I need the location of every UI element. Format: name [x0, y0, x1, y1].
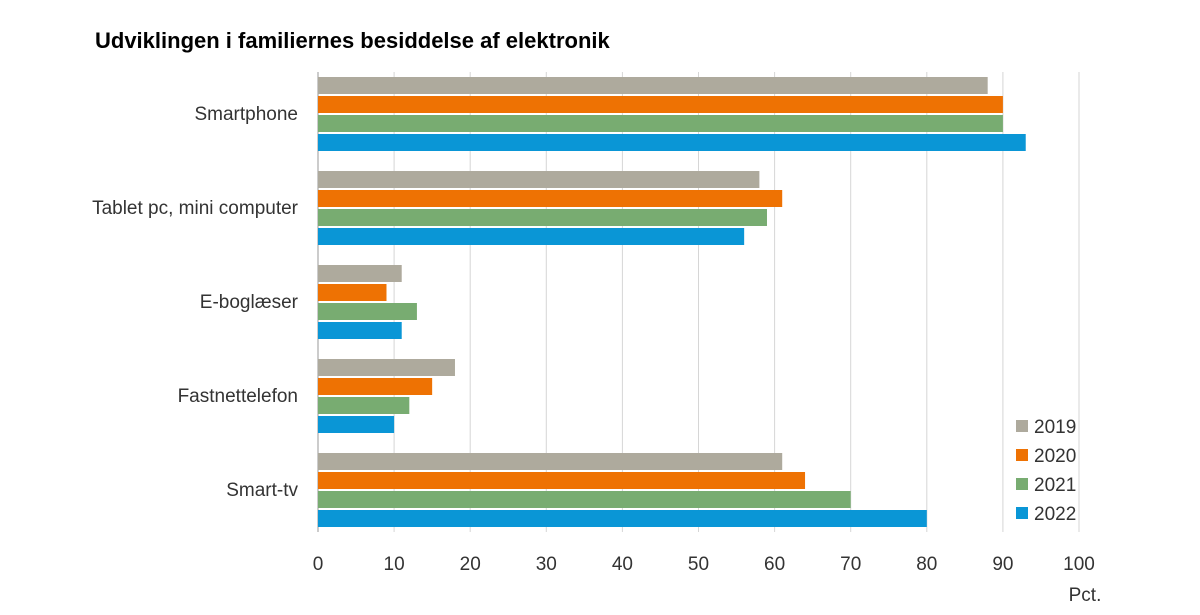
x-tick-labels: 0 10 20 30 40 50 60 70 80 90 100 [313, 554, 1095, 575]
x-tick-label: 100 [1063, 554, 1095, 575]
x-axis-unit-label: Pct. [1069, 585, 1102, 606]
category-label: Smart-tv [226, 480, 298, 501]
bar [318, 190, 783, 207]
bar [318, 322, 402, 339]
legend-label: 2021 [1034, 475, 1076, 496]
bar [318, 397, 410, 414]
bar [318, 510, 927, 527]
x-tick-label: 10 [384, 554, 405, 575]
bar [318, 378, 433, 395]
category-label: Fastnettelefon [178, 386, 298, 407]
x-tick-label: 60 [764, 554, 785, 575]
legend-swatch [1016, 478, 1028, 490]
bar [318, 265, 402, 282]
bar [318, 472, 806, 489]
bar [318, 134, 1026, 151]
legend-label: 2020 [1034, 446, 1076, 467]
x-tick-label: 90 [992, 554, 1013, 575]
x-tick-label: 30 [536, 554, 557, 575]
chart-title: Udviklingen i familiernes besiddelse af … [95, 28, 610, 53]
category-labels: Smartphone Tablet pc, mini computer E-bogl… [92, 104, 299, 501]
bar [318, 491, 851, 508]
legend: 2019 2020 2021 2022 [1016, 417, 1076, 525]
bar [318, 453, 783, 470]
bar [318, 77, 988, 94]
legend-swatch [1016, 449, 1028, 461]
legend-swatch [1016, 420, 1028, 432]
bar [318, 228, 745, 245]
bar [318, 96, 1003, 113]
x-tick-label: 50 [688, 554, 709, 575]
x-tick-label: 20 [460, 554, 481, 575]
bar [318, 284, 387, 301]
category-label: Tablet pc, mini computer [92, 198, 299, 219]
legend-label: 2019 [1034, 417, 1076, 438]
bar [318, 359, 455, 376]
legend-label: 2022 [1034, 504, 1076, 525]
bar [318, 209, 767, 226]
x-tick-label: 0 [313, 554, 324, 575]
bar [318, 171, 760, 188]
category-label: E-boglæser [200, 292, 299, 313]
bar [318, 303, 417, 320]
x-tick-label: 70 [840, 554, 861, 575]
bars [318, 77, 1026, 527]
bar [318, 115, 1003, 132]
bar [318, 416, 395, 433]
category-label: Smartphone [194, 104, 298, 125]
x-tick-label: 80 [916, 554, 937, 575]
x-tick-label: 40 [612, 554, 633, 575]
legend-swatch [1016, 507, 1028, 519]
